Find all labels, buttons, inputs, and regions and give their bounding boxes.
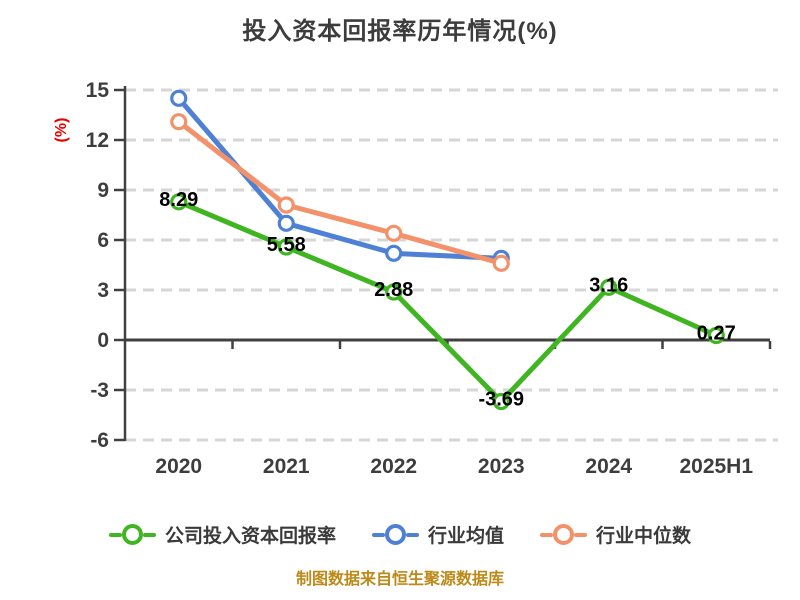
data-source-footer: 制图数据来自恒生聚源数据库 bbox=[295, 571, 504, 588]
legend-label: 公司投入资本回报率 bbox=[164, 526, 336, 547]
series-0-marker bbox=[600, 278, 618, 296]
x-axis-tick-label: 2021 bbox=[263, 455, 310, 478]
line-dot-icon bbox=[108, 524, 156, 545]
y-axis-tick-label: 0 bbox=[97, 329, 109, 352]
series-1-marker bbox=[170, 89, 188, 107]
y-axis-tick-label: 15 bbox=[86, 79, 110, 102]
legend-item-industry-median[interactable]: 行业中位数 bbox=[540, 521, 691, 548]
x-axis-tick-label: 2020 bbox=[155, 455, 202, 478]
line-dot-icon bbox=[540, 524, 587, 545]
series-2-marker bbox=[385, 224, 403, 242]
x-axis-tick-label: 2024 bbox=[585, 455, 632, 478]
chart-title: 投入资本回报率历年情况(%) bbox=[242, 18, 558, 45]
y-axis-tick-label: 12 bbox=[86, 129, 109, 152]
series-0-marker bbox=[707, 326, 725, 345]
series-0-marker bbox=[492, 392, 510, 411]
series-0-marker bbox=[277, 238, 295, 256]
data-label: 2.88 bbox=[374, 279, 413, 301]
data-label: 0.27 bbox=[697, 323, 736, 345]
data-label: 5.58 bbox=[267, 234, 306, 256]
data-label: -3.69 bbox=[478, 389, 524, 411]
series-0-marker bbox=[170, 193, 188, 211]
legend-label: 行业均值 bbox=[427, 526, 504, 547]
y-axis-tick-label: -3 bbox=[90, 379, 109, 402]
y-axis-tick-label: 9 bbox=[97, 179, 109, 202]
data-label: 3.16 bbox=[589, 274, 628, 296]
legend-item-industry-mean[interactable]: 行业均值 bbox=[371, 521, 504, 548]
series-2-marker bbox=[277, 196, 295, 214]
x-axis-tick-label: 2022 bbox=[370, 455, 417, 478]
series-2-marker bbox=[492, 254, 510, 272]
y-axis-tick-label: 6 bbox=[97, 229, 109, 252]
x-axis-tick-label: 2023 bbox=[478, 455, 525, 478]
y-axis-tick-label: -6 bbox=[90, 429, 109, 452]
legend: 公司投入资本回报率 行业均值 行业中位数 bbox=[0, 521, 800, 548]
data-label: 8.29 bbox=[159, 189, 198, 211]
y-axis-tick-label: 3 bbox=[97, 279, 109, 302]
series-1-marker bbox=[277, 214, 295, 232]
series-0-marker bbox=[385, 283, 403, 301]
series-0-line bbox=[176, 199, 719, 404]
series-2-marker bbox=[170, 113, 188, 131]
legend-label: 行业中位数 bbox=[596, 526, 692, 547]
legend-item-company-roic[interactable]: 公司投入资本回报率 bbox=[108, 521, 336, 548]
series-2-line bbox=[176, 119, 504, 266]
series-1-line bbox=[176, 95, 504, 261]
line-dot-icon bbox=[371, 524, 419, 545]
x-axis-tick-label: 2025H1 bbox=[679, 455, 753, 478]
series-1-marker bbox=[385, 244, 403, 262]
